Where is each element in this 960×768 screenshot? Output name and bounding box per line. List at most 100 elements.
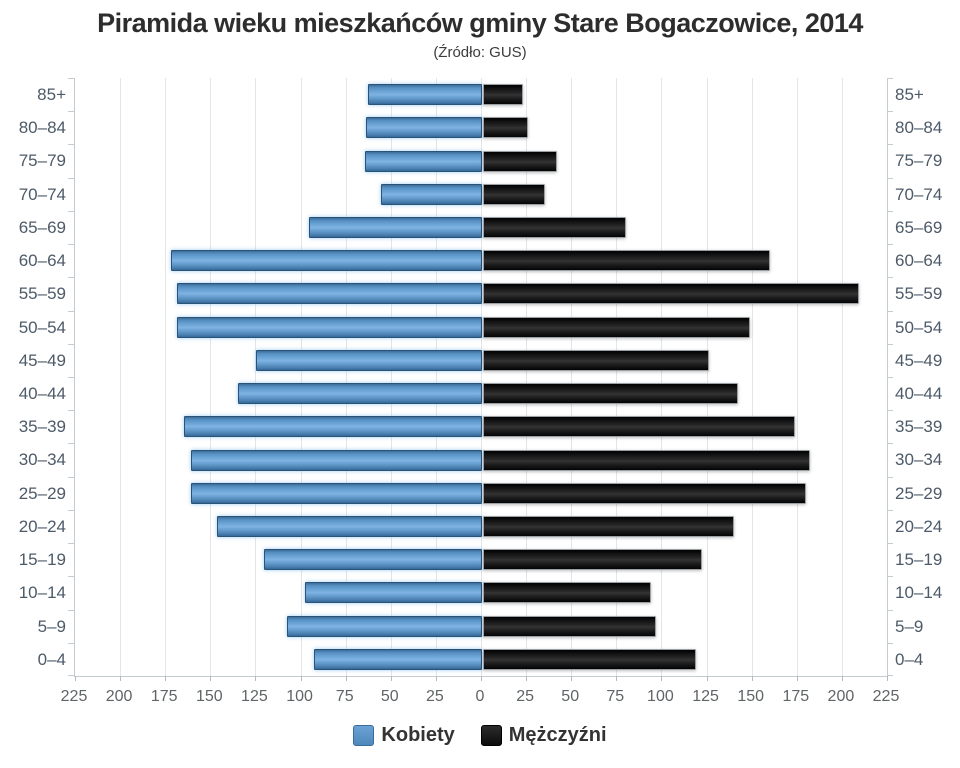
- age-label-left: 15–19: [18, 550, 66, 570]
- age-label-right: 35–39: [895, 417, 943, 437]
- bar-kobiety: [380, 183, 482, 205]
- x-axis-tick: [841, 676, 843, 681]
- bar-mezczyzni: [483, 250, 771, 272]
- y-axis-tick-left: [68, 277, 74, 279]
- gridline: [300, 78, 302, 676]
- gridline: [661, 78, 663, 676]
- age-label-right: 50–54: [895, 317, 943, 337]
- y-axis-tick-left: [68, 111, 74, 113]
- bar-mezczyzni: [483, 516, 734, 537]
- age-label-left: 0–4: [37, 649, 66, 669]
- gridline: [751, 78, 753, 676]
- gridline: [481, 78, 482, 676]
- y-axis-tick-left: [68, 377, 74, 378]
- y-axis-tick-right: [887, 543, 893, 545]
- y-axis-tick-left: [68, 310, 74, 312]
- y-axis-tick-right: [887, 244, 893, 246]
- y-axis-tick-right: [887, 410, 893, 412]
- x-axis-tick: [165, 676, 167, 681]
- x-axis-label: 25: [425, 688, 444, 705]
- legend-label-mezczyzni: Mężczyźni: [508, 723, 607, 746]
- age-label-right: 20–24: [895, 516, 943, 536]
- x-axis-label: 0: [475, 688, 485, 705]
- bar-kobiety: [171, 250, 482, 272]
- plot-area: [68, 78, 893, 681]
- x-axis-tick: [300, 676, 302, 681]
- age-label-left: 75–79: [18, 151, 66, 171]
- y-axis-tick-left: [68, 443, 74, 445]
- age-label-right: 55–59: [895, 284, 943, 304]
- bar-mezczyzni: [483, 482, 807, 504]
- x-axis-label: 150: [737, 688, 765, 705]
- age-label-right: 15–19: [895, 550, 943, 570]
- bar-mezczyzni: [483, 416, 796, 438]
- x-axis-tick: [526, 676, 528, 681]
- x-axis-label: 50: [561, 688, 580, 705]
- age-label-right: 65–69: [895, 217, 943, 237]
- y-axis-tick-left: [68, 343, 74, 345]
- age-label-left: 40–44: [18, 384, 66, 403]
- y-axis-tick-left: [68, 244, 74, 246]
- legend-item-mezczyzni: Mężczyźni: [480, 723, 607, 747]
- bar-kobiety: [256, 349, 482, 371]
- age-label-right: 45–49: [895, 350, 943, 370]
- y-axis-tick-right: [887, 576, 893, 578]
- bar-mezczyzni: [483, 150, 558, 172]
- x-axis-label: 25: [516, 688, 534, 705]
- bar-mezczyzni: [483, 283, 859, 305]
- y-axis-tick-left: [68, 144, 74, 146]
- bar-mezczyzni: [483, 217, 626, 238]
- gridline: [165, 78, 167, 676]
- bar-mezczyzni: [483, 582, 651, 604]
- bar-kobiety: [184, 416, 482, 438]
- age-label-left: 5–9: [37, 616, 66, 636]
- x-axis-tick: [616, 676, 618, 681]
- gridline: [706, 78, 708, 676]
- legend-swatch-mezczyzni-icon: [480, 724, 502, 746]
- gridline: [616, 78, 618, 676]
- bar-mezczyzni: [483, 383, 738, 405]
- age-label-right: 75–79: [895, 151, 943, 171]
- y-axis-tick-left: [68, 410, 74, 412]
- gridline: [571, 78, 573, 676]
- age-label-right: 5–9: [895, 616, 924, 636]
- bar-kobiety: [191, 449, 482, 471]
- bar-kobiety: [314, 648, 482, 670]
- bar-kobiety: [176, 316, 482, 338]
- age-label-left: 80–84: [18, 118, 66, 138]
- x-axis-tick: [210, 676, 212, 681]
- bar-mezczyzni: [483, 117, 529, 139]
- age-label-left: 35–39: [18, 417, 66, 437]
- x-axis-label: 100: [647, 688, 674, 705]
- y-axis-tick-right: [887, 443, 893, 445]
- age-label-right: 25–29: [895, 483, 943, 503]
- bar-kobiety: [308, 217, 482, 238]
- y-axis-tick-left: [68, 609, 74, 611]
- bar-mezczyzni: [483, 615, 657, 637]
- bar-mezczyzni: [483, 449, 810, 471]
- age-label-right: 60–64: [895, 251, 943, 271]
- y-axis-tick-right: [887, 377, 893, 378]
- age-label-left: 25–29: [18, 483, 66, 503]
- legend-swatch-kobiety-icon: [353, 724, 375, 746]
- bar-kobiety: [286, 615, 482, 637]
- y-axis-tick-right: [887, 310, 893, 312]
- x-axis-label: 175: [782, 688, 810, 705]
- y-axis-tick-right: [887, 210, 893, 212]
- y-axis-tick-right: [887, 78, 893, 79]
- x-axis-label: 175: [150, 688, 178, 705]
- y-axis-tick-left: [68, 642, 74, 644]
- x-axis-label: 150: [195, 688, 223, 705]
- chart-subtitle: (Źródło: GUS): [433, 44, 527, 61]
- y-axis-tick-right: [887, 177, 893, 179]
- y-axis-tick-left: [68, 78, 74, 79]
- legend-item-kobiety: Kobiety: [353, 724, 455, 747]
- gridline: [390, 78, 392, 676]
- gridline: [796, 78, 798, 676]
- x-axis-tick: [796, 676, 798, 681]
- y-axis-tick-right: [887, 675, 893, 676]
- bar-kobiety: [368, 84, 482, 106]
- x-axis-label: 200: [105, 688, 133, 705]
- age-label-right: 80–84: [895, 118, 943, 138]
